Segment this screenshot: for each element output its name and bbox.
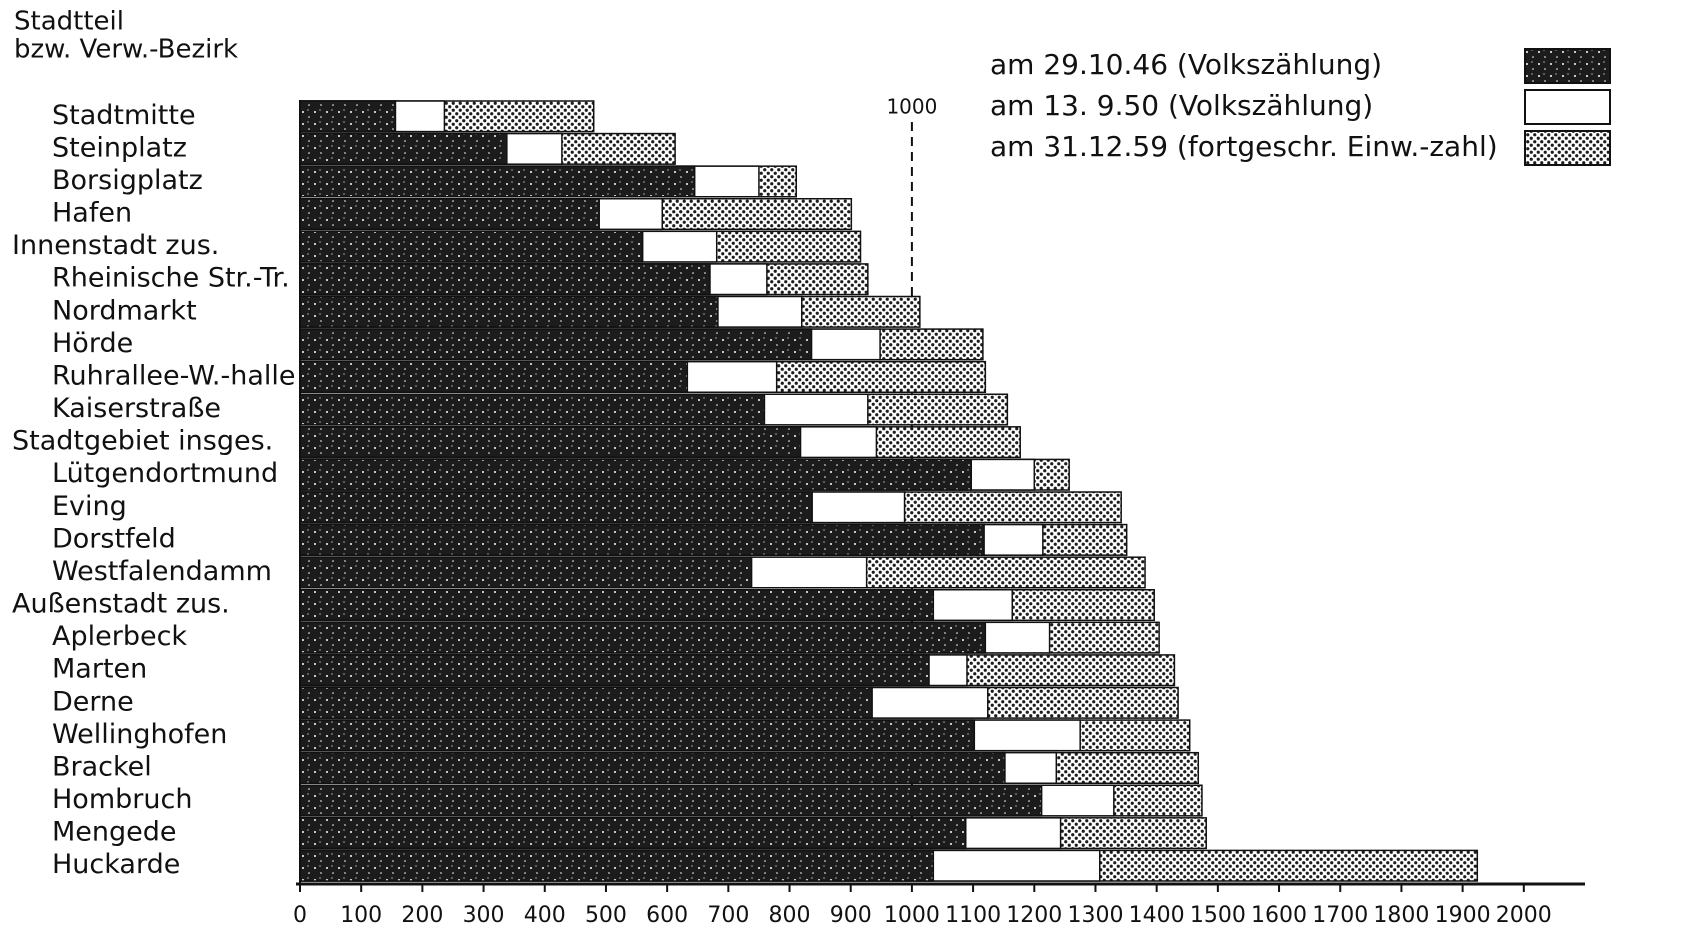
- y-tick-label: Lütgendortmund: [52, 458, 278, 489]
- bar: [299, 328, 813, 361]
- x-tick-label: 900: [830, 903, 872, 928]
- bar: [299, 295, 719, 328]
- bar: [299, 719, 976, 752]
- x-tick-label: 1100: [945, 903, 1001, 928]
- bar: [299, 132, 508, 165]
- bar: [299, 751, 1006, 785]
- y-tick-label: Marten: [52, 654, 147, 685]
- x-tick-label: 2000: [1496, 903, 1552, 928]
- x-tick-label: 1600: [1251, 903, 1307, 928]
- x-tick-label: 400: [524, 903, 566, 928]
- y-tick-label: Brackel: [52, 751, 152, 782]
- x-tick-label: 1000: [884, 903, 940, 928]
- legend-swatch: [1524, 130, 1611, 166]
- x-tick-label: 1400: [1129, 903, 1185, 928]
- x-tick-label: 1900: [1435, 903, 1491, 928]
- y-tick-label: Stadtgebiet insges.: [12, 426, 273, 457]
- bar: [299, 165, 696, 198]
- y-tick-label: Westfalendamm: [52, 556, 272, 587]
- x-tick-label: 1200: [1006, 903, 1062, 928]
- bar: [299, 360, 689, 393]
- bar: [299, 817, 967, 850]
- y-axis-label: bzw. Verw.-Bezirk: [14, 35, 238, 65]
- y-tick-label: Eving: [52, 491, 127, 522]
- bar: [299, 556, 753, 589]
- y-tick-label: Huckarde: [52, 849, 180, 880]
- bar: [299, 230, 644, 263]
- legend-swatch: [1524, 89, 1611, 125]
- x-tick-label: 100: [340, 903, 382, 928]
- y-tick-label: Wellinghofen: [52, 719, 227, 750]
- bar: [299, 654, 930, 687]
- y-tick-label: Aplerbeck: [52, 621, 187, 652]
- x-tick-label: 1300: [1067, 903, 1123, 928]
- y-tick-label: Hörde: [52, 328, 133, 359]
- legend-swatch: [1524, 48, 1611, 84]
- bar: [299, 393, 766, 426]
- x-tick-label: 1500: [1190, 903, 1246, 928]
- y-tick-label: Innenstadt zus.: [12, 230, 219, 261]
- bar: [299, 198, 600, 231]
- bar: [299, 589, 935, 622]
- x-tick-label: 1800: [1373, 903, 1429, 928]
- y-axis-label: Stadtteil: [14, 7, 124, 37]
- y-tick-label: Dorstfeld: [52, 523, 176, 554]
- bar: [299, 263, 711, 296]
- x-tick-label: 200: [401, 903, 443, 928]
- bar: [299, 426, 802, 459]
- y-tick-label: Ruhrallee-W.-halle: [52, 360, 296, 391]
- legend-label: am 31.12.59 (fortgeschr. Einw.-zahl): [990, 130, 1498, 163]
- y-tick-label: Borsigplatz: [52, 165, 203, 196]
- y-tick-label: Rheinische Str.-Tr.: [52, 263, 290, 294]
- y-tick-label: Nordmarkt: [52, 295, 197, 326]
- x-tick-label: 300: [463, 903, 505, 928]
- bar: [299, 621, 987, 654]
- x-tick-label: 1700: [1312, 903, 1368, 928]
- x-tick-label: 500: [585, 903, 627, 928]
- y-tick-label: Außenstadt zus.: [12, 589, 230, 620]
- bar: [299, 784, 1043, 817]
- bar: [299, 686, 873, 719]
- y-tick-label: Derne: [52, 686, 134, 717]
- legend-label: am 13. 9.50 (Volkszählung): [990, 89, 1373, 122]
- bar: [299, 491, 813, 524]
- legend-label: am 29.10.46 (Volkszählung): [990, 48, 1382, 81]
- x-tick-label: 0: [293, 903, 307, 928]
- y-tick-label: Mengede: [52, 817, 177, 848]
- y-tick-label: Hombruch: [52, 784, 192, 815]
- y-tick-label: Stadtmitte: [52, 100, 196, 131]
- bar: [299, 849, 935, 882]
- x-tick-label: 600: [646, 903, 688, 928]
- bar: [299, 523, 985, 556]
- x-tick-label: 700: [707, 903, 749, 928]
- x-tick-label: 800: [769, 903, 811, 928]
- bar: [299, 458, 973, 491]
- bar: [299, 100, 397, 133]
- y-tick-label: Hafen: [52, 198, 132, 229]
- y-tick-label: Steinplatz: [52, 132, 187, 163]
- y-tick-label: Kaiserstraße: [52, 393, 221, 424]
- reference-label: 1000: [886, 95, 937, 119]
